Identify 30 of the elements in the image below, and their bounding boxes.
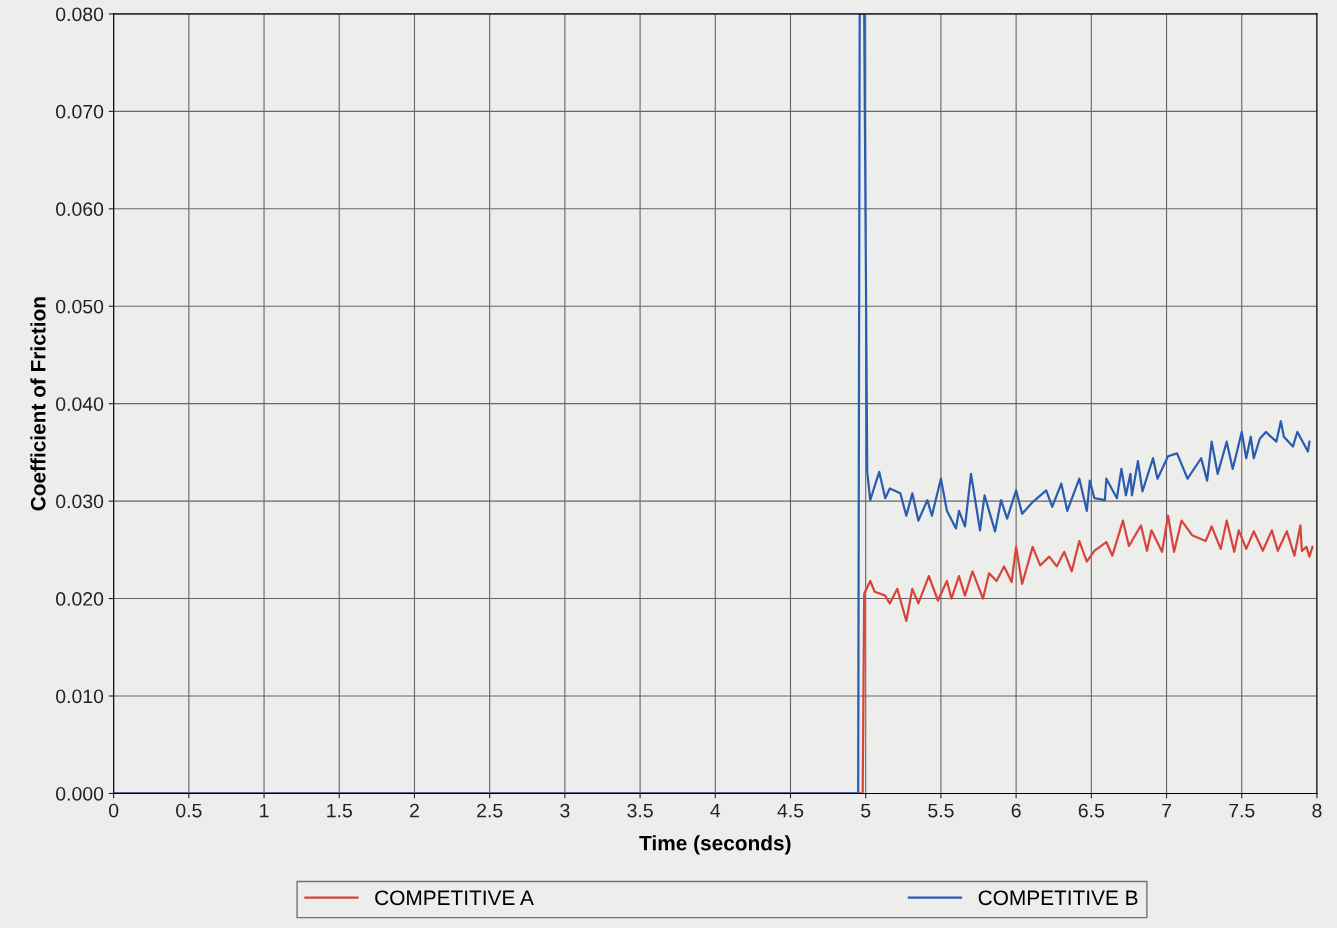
y-tick-label: 0.030 [56,494,104,509]
y-tick-label: 0.040 [56,397,104,411]
x-tick-label: 0.5 [176,803,202,818]
x-tick-label: 8 [1312,803,1322,818]
x-tick-label: 5 [861,803,871,818]
legend-label: COMPETITIVE B [978,890,1138,906]
y-tick-label: 0.060 [56,202,104,217]
x-tick-label: 7.5 [1229,803,1255,818]
x-tick-label: 2 [410,803,419,818]
y-tick-label: 0.070 [56,104,104,119]
x-tick-label: 3 [560,803,570,818]
x-tick-label: 1 [260,803,269,818]
y-tick-label: 0.080 [56,7,104,22]
y-tick-label: 0.020 [56,592,104,606]
y-tick-label: 0.000 [56,786,104,801]
x-tick-label: 6 [1011,803,1021,818]
x-tick-label: 0 [109,803,119,818]
x-tick-label: 3.5 [627,803,653,818]
x-axis-title: Time (seconds) [639,835,791,855]
legend-label: COMPETITIVE A [375,890,534,906]
x-tick-label: 7 [1162,803,1171,818]
x-tick-label: 4 [710,803,721,818]
y-axis-title: Coefficient of Friction [30,297,46,511]
y-tick-label: 0.050 [56,299,104,314]
x-tick-label: 4.5 [777,803,804,818]
x-tick-label: 1.5 [327,803,352,818]
x-tick-label: 2.5 [477,803,503,818]
x-tick-label: 6.5 [1078,803,1105,818]
y-tick-label: 0.010 [56,689,104,704]
x-tick-label: 5.5 [928,803,954,818]
